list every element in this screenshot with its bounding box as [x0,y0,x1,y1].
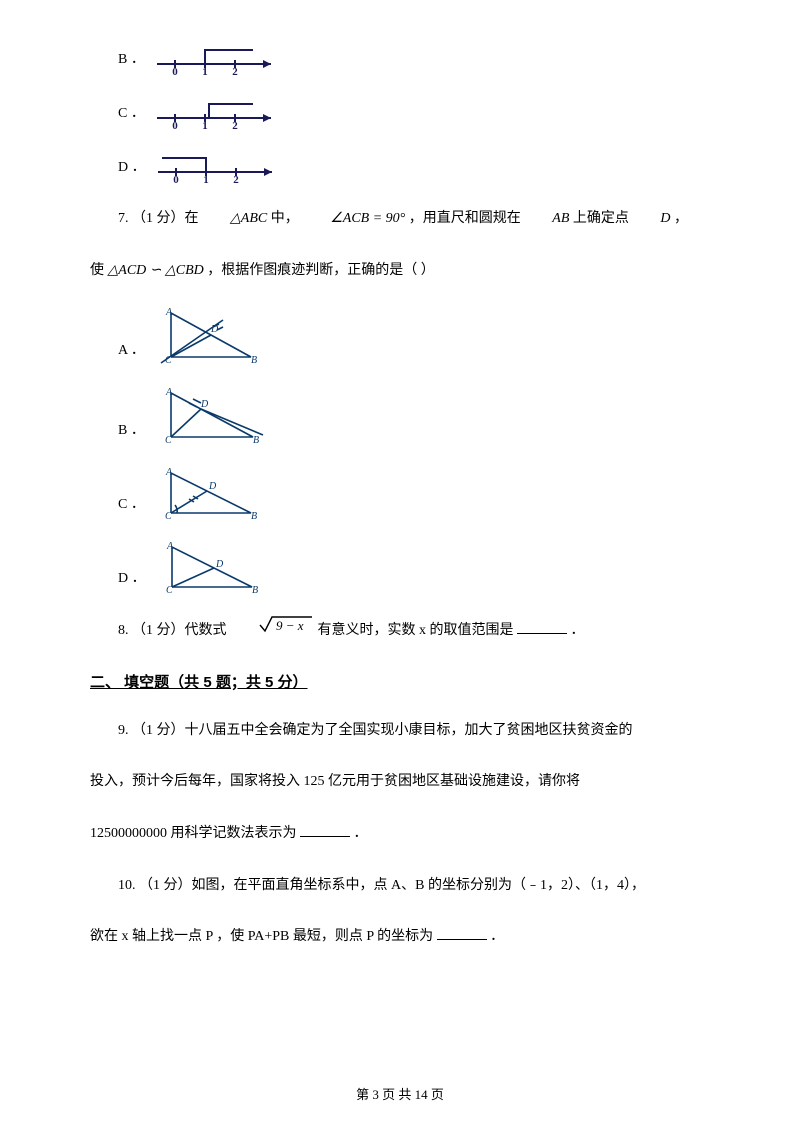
q7-text-line2: 使 △ACD ∽ △CBD ，根据作图痕迹判断，正确的是（ ） [90,254,710,288]
svg-text:C: C [166,585,173,595]
q7-angle: ∠ACB = 90° [302,202,405,236]
svg-text:1: 1 [202,120,208,130]
svg-text:D: D [200,399,209,410]
q10-l2: 欲在 x 轴上找一点 P ，使 PA+PB 最短，则点 P 的坐标为 ． [90,920,710,954]
q8-suffix1: 有意义时，实数 x 的取值范围是 [318,623,514,638]
page-footer: 第 3 页 共 14 页 [0,1083,800,1106]
q7-mid2: ，用直尺和圆规在 [409,211,525,226]
svg-text:A: A [166,541,174,552]
q10-l1: 10. （1 分）如图，在平面直角坐标系中，点 A、B 的坐标分别为（﹣1，2）… [90,869,710,903]
svg-text:D: D [215,559,224,570]
q7-option-d-label: D ． [118,566,146,595]
q9-l1: 9. （1 分）十八届五中全会确定为了全国实现小康目标，加大了贫困地区扶贫资金的 [90,714,710,748]
svg-text:D: D [208,481,217,492]
svg-text:B: B [253,435,259,446]
svg-text:A: A [165,467,173,478]
svg-text:0: 0 [172,66,178,76]
svg-text:B: B [252,585,258,595]
section-2-title: 二、 填空题（共 5 题；共 5 分） [90,669,710,696]
q7-l2-prefix: 使 [90,263,108,278]
svg-text:2: 2 [232,120,238,130]
option-c-row: C ． 0 1 2 [118,94,710,130]
option-b-label: B ． [118,47,145,76]
svg-text:0: 0 [172,120,178,130]
q8-prefix: 8. （1 分）代数式 [118,623,230,638]
q9-blank [300,823,350,837]
svg-text:C: C [165,435,172,446]
svg-text:D: D [210,324,219,335]
svg-text:C: C [165,511,172,521]
option-d-label: D ． [118,155,146,184]
svg-text:1: 1 [203,174,209,184]
q7-option-c-label: C ． [118,492,145,521]
q7-l2-suffix: ，根据作图痕迹判断，正确的是（ ） [207,263,435,278]
q7-option-c: C ． A D C B [118,465,710,521]
option-d-row: D ． 0 1 2 [118,148,710,184]
q9-l3b: ． [354,826,368,841]
option-c-label: C ． [118,101,145,130]
q7-option-d: D ． A D C B [118,539,710,595]
numberline-d: 0 1 2 [154,148,284,184]
svg-text:A: A [165,387,173,398]
svg-text:C: C [165,355,172,366]
q9-l3a: 12500000000 用科学记数法表示为 [90,826,297,841]
sqrt-expr: 9 − x [230,613,314,649]
triangle-a: A D C B [153,305,263,367]
sqrt-inner: 9 − x [276,618,304,633]
triangle-b: A D C B [153,385,268,447]
q7-option-a: A ． A D C B [118,305,710,367]
q7-option-b-label: B ． [118,418,145,447]
q8-blank [517,620,567,634]
q7-text: 7. （1 分）在 △ABC 中， ∠ACB = 90° ，用直尺和圆规在 AB… [90,202,710,236]
q7-d: D [632,202,670,236]
q10-blank [437,926,487,940]
option-b-row: B ． 0 1 2 [118,40,710,76]
svg-text:0: 0 [173,174,179,184]
q7-triangle: △ABC [202,202,267,236]
q7-mid4: ， [674,211,688,226]
svg-text:A: A [165,307,173,318]
svg-text:B: B [251,511,257,521]
svg-text:2: 2 [232,66,238,76]
q8-text: 8. （1 分）代数式 9 − x 有意义时，实数 x 的取值范围是 ． [90,613,710,649]
svg-text:2: 2 [233,174,239,184]
q7-prefix: 7. （1 分）在 [118,211,202,226]
svg-text:1: 1 [202,66,208,76]
q7-mid3: 上确定点 [573,211,633,226]
q8-suffix2: ． [571,623,585,638]
q7-option-a-label: A ． [118,338,145,367]
numberline-b: 0 1 2 [153,40,283,76]
q7-mid1: 中， [271,211,303,226]
q10-l2b: ． [490,929,504,944]
q7-ab: AB [524,202,569,236]
q10-l2a: 欲在 x 轴上找一点 P ，使 PA+PB 最短，则点 P 的坐标为 [90,929,433,944]
numberline-c: 0 1 2 [153,94,283,130]
svg-text:B: B [251,355,257,366]
q7-option-b: B ． A D C B [118,385,710,447]
triangle-d: A D C B [154,539,264,595]
q9-l2: 投入，预计今后每年，国家将投入 125 亿元用于贫困地区基础设施建设，请你将 [90,765,710,799]
q9-l3: 12500000000 用科学记数法表示为 ． [90,817,710,851]
q7-sim: △ACD ∽ △CBD [108,254,204,288]
triangle-c: A D C B [153,465,263,521]
